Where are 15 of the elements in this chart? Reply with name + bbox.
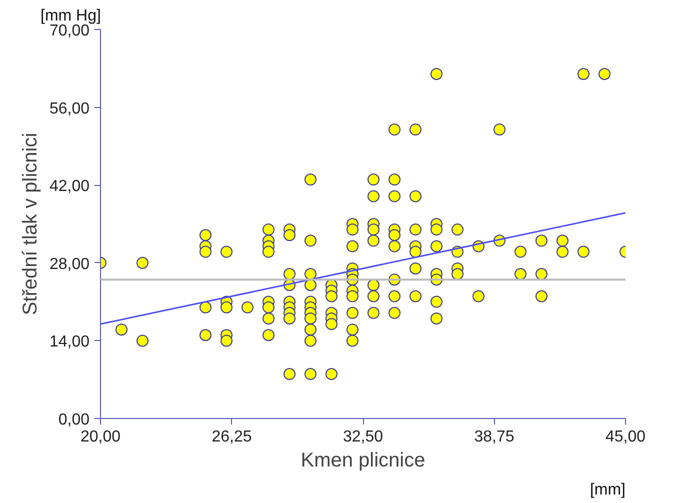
x-axis-title: Kmen plicnice [300, 450, 426, 472]
x-tick-label: 32,50 [342, 428, 384, 446]
text: [mm Hg] [40, 8, 101, 24]
x-tick-label: 26,25 [212, 428, 252, 446]
x-tick-label: 38,75 [474, 428, 514, 446]
y-tick-label: 56,00 [49, 100, 90, 118]
y-tick-label: 0,00 [58, 412, 90, 428]
x-tick-label: 45,00 [605, 428, 646, 446]
x-tick-label: 20,00 [80, 428, 121, 446]
y-tick-label: 42,00 [49, 178, 90, 196]
y-tick-label: 28,00 [49, 256, 90, 273]
y-tick-label: 70,00 [49, 22, 90, 40]
y-tick-label: 14,00 [49, 334, 90, 351]
text: [mm] [590, 482, 626, 498]
y-axis-title: Střední tlak v plicnici [19, 132, 42, 316]
